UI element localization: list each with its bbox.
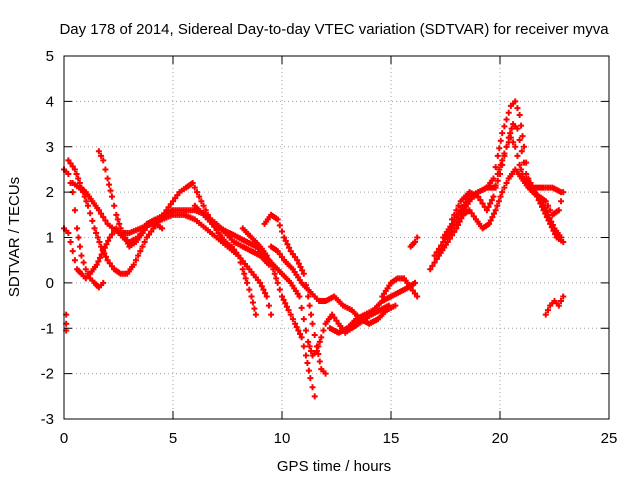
y-tick-label: -3 <box>41 411 54 428</box>
y-axis-label: SDTVAR / TECUs <box>6 177 23 297</box>
x-axis-label: GPS time / hours <box>277 458 391 475</box>
chart-title: Day 178 of 2014, Sidereal Day-to-day VTE… <box>59 21 609 38</box>
data-point-marker <box>326 279 418 336</box>
x-tick-label: 25 <box>601 430 618 447</box>
data-series <box>542 293 567 318</box>
y-tick-label: 0 <box>46 275 54 292</box>
data-series <box>69 180 275 318</box>
data-point-marker <box>268 243 399 327</box>
x-axis: 0 5 10 15 20 25 <box>60 56 618 447</box>
x-tick-label: 10 <box>274 430 291 447</box>
data-point-marker <box>191 202 392 359</box>
y-tick-label: -1 <box>41 320 54 337</box>
data-point-marker <box>427 166 565 273</box>
x-tick-label: 20 <box>492 430 509 447</box>
data-point-marker <box>69 180 275 318</box>
data-point-marker <box>95 148 166 250</box>
x-tick-label: 5 <box>169 430 177 447</box>
data-series <box>239 225 318 400</box>
data-series <box>407 234 421 250</box>
data-series <box>379 275 421 300</box>
y-tick-label: 1 <box>46 230 54 247</box>
data-series <box>61 166 107 291</box>
y-tick-label: 5 <box>46 48 54 65</box>
data-series <box>449 134 567 246</box>
data-point-marker <box>407 234 421 250</box>
y-tick-label: 4 <box>46 93 54 110</box>
data-series <box>95 148 166 250</box>
data-series <box>63 311 70 334</box>
grid <box>64 56 609 419</box>
data-point-marker <box>542 293 567 318</box>
data-point-marker <box>61 166 107 291</box>
x-tick-label: 15 <box>383 430 400 447</box>
data-points <box>61 98 567 400</box>
data-point-marker <box>63 311 70 334</box>
y-tick-label: 3 <box>46 139 54 156</box>
data-series <box>326 279 418 336</box>
x-tick-label: 0 <box>60 430 68 447</box>
data-series <box>427 166 565 273</box>
y-axis: -3 -2 -1 0 1 2 3 4 5 <box>41 48 609 428</box>
data-point-marker <box>379 275 421 300</box>
data-point-marker <box>449 134 567 246</box>
data-series <box>268 243 399 327</box>
data-point-marker <box>239 225 318 400</box>
y-tick-label: 2 <box>46 184 54 201</box>
y-tick-label: -2 <box>41 366 54 383</box>
data-series <box>191 202 392 359</box>
